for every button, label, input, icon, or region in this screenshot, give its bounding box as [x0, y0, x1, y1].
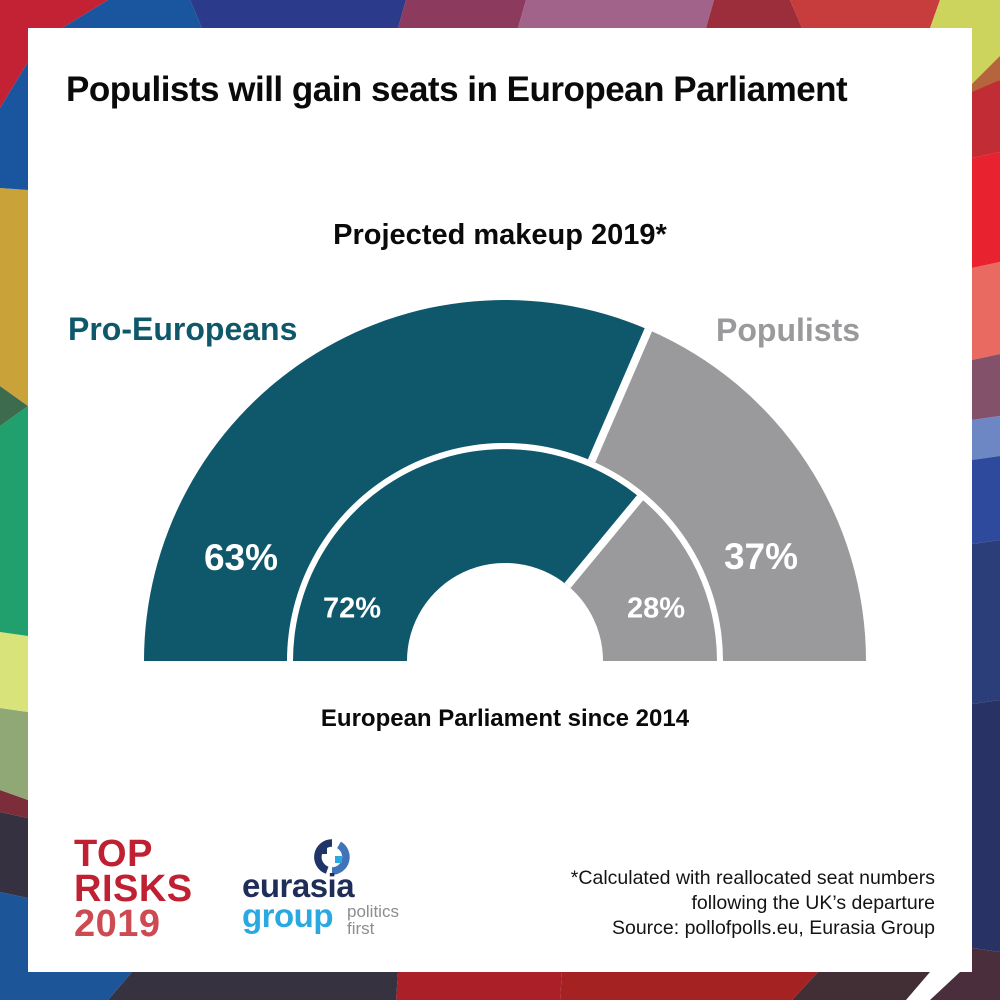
semicircle-donut-chart — [144, 299, 866, 661]
page-title: Populists will gain seats in European Pa… — [66, 70, 848, 109]
source-note-line2: following the UK’s departure — [691, 892, 935, 914]
eurasia-tagline-first: first — [347, 919, 375, 938]
top-risks-logo: TOP RISKS 2019 — [74, 833, 193, 945]
outer-ring-populists-value: 37% — [723, 536, 799, 577]
inner-ring-pro-europeans-segment — [293, 449, 641, 661]
source-note: *Calculated with reallocated seat number… — [571, 866, 935, 941]
inner-ring-populists-value: 28% — [626, 592, 686, 625]
outer-ring-populists-segment — [591, 329, 866, 661]
top-risks-line-risks: RISKS — [74, 868, 193, 910]
legend-label-populists: Populists — [716, 312, 861, 348]
eurasia-tagline-politics: politics — [347, 902, 399, 921]
eurasia-group-icon — [314, 839, 350, 875]
eurasia-logo-word-eurasia: eurasia — [242, 867, 355, 904]
chart-subtitle: Projected makeup 2019* — [333, 219, 667, 251]
source-note-line1: *Calculated with reallocated seat number… — [570, 867, 935, 889]
source-note-line3: Source: pollofpolls.eu, Eurasia Group — [611, 917, 935, 939]
top-risks-line-year: 2019 — [74, 903, 161, 945]
inner-ring-divider — [564, 495, 644, 589]
outer-ring-pro-europeans-segment — [144, 299, 649, 661]
legend-label-pro-europeans: Pro-Europeans — [68, 311, 298, 347]
top-risks-line-top: TOP — [74, 833, 153, 875]
inner-ring-pro-europeans-value: 72% — [322, 592, 382, 625]
outer-ring-pro-europeans-value: 63% — [203, 537, 279, 578]
inner-ring-populists-segment — [567, 497, 717, 661]
outer-ring-divider — [587, 328, 653, 463]
eurasia-logo-word-group: group — [242, 897, 333, 934]
chart-caption: European Parliament since 2014 — [320, 705, 690, 732]
